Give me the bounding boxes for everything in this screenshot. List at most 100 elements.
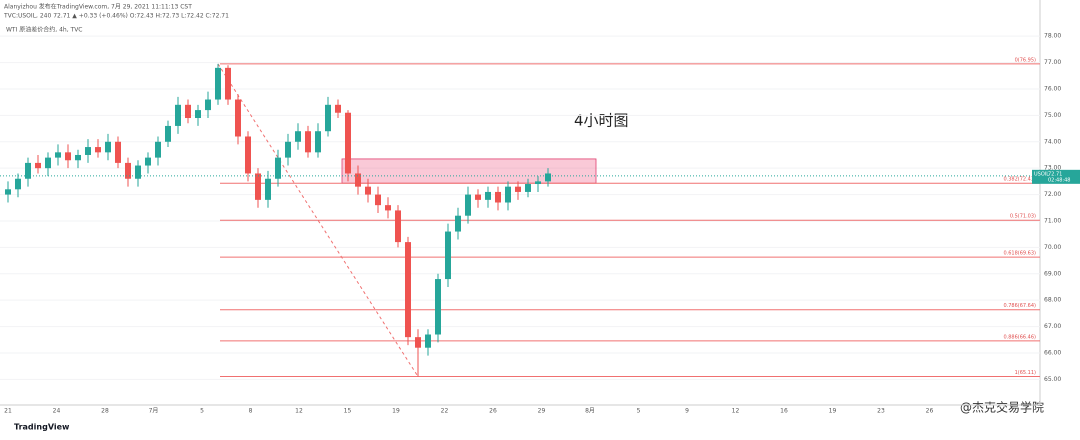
x-tick-label: 23 xyxy=(877,408,885,415)
candle-body xyxy=(215,67,221,100)
candle-body xyxy=(295,131,301,142)
x-tick-label: 29 xyxy=(538,408,546,415)
symbol-line: WTI 原油差价合约, 4h, TVC xyxy=(6,26,82,34)
fib-label: 0.618(69.63) xyxy=(1003,251,1036,257)
x-tick-label: 7月 xyxy=(149,408,159,415)
candle-body xyxy=(145,157,151,166)
watermark: @杰克交易学院 xyxy=(960,400,1044,415)
x-tick-label: 15 xyxy=(344,408,352,415)
candle-body xyxy=(115,141,121,163)
x-tick-label: 16 xyxy=(780,408,788,415)
candle-body xyxy=(475,194,481,200)
candle-body xyxy=(185,104,191,119)
candle-body xyxy=(375,194,381,206)
candle-body xyxy=(135,165,141,179)
candle-body xyxy=(465,194,471,216)
candle-body xyxy=(515,186,521,192)
price-tag-box xyxy=(1032,169,1080,184)
x-tick-label: 26 xyxy=(489,408,497,415)
candle-body xyxy=(5,189,11,195)
y-tick-label: 68.00 xyxy=(1044,297,1061,304)
y-tick-label: 65.00 xyxy=(1044,376,1061,383)
candle-body xyxy=(325,104,331,132)
candle-body xyxy=(75,154,81,161)
candle-body xyxy=(25,162,31,179)
candle-body xyxy=(125,162,131,179)
candle-body xyxy=(225,67,231,100)
y-tick-label: 76.00 xyxy=(1044,85,1061,92)
x-tick-label: 26 xyxy=(926,408,934,415)
fib-label: 0.382(72.43) xyxy=(1003,177,1036,183)
candle-body xyxy=(355,173,361,187)
header: Alanyizhou 发布在TradingView.com, 7月 29, 20… xyxy=(4,3,192,11)
candle-body xyxy=(15,178,21,190)
candle-body xyxy=(235,99,241,137)
candle-body xyxy=(525,184,531,192)
candle-body xyxy=(105,141,111,153)
quote-line: TVC:USOIL, 240 72.71 ▲ +0.33 (+0.46%) O:… xyxy=(3,13,229,20)
y-tick-label: 67.00 xyxy=(1044,323,1061,330)
candle-body xyxy=(425,334,431,348)
y-tick-label: 70.00 xyxy=(1044,244,1061,251)
x-tick-label: 9 xyxy=(685,408,689,415)
y-tick-label: 69.00 xyxy=(1044,270,1061,277)
candle-body xyxy=(485,191,491,200)
candle-body xyxy=(315,131,321,153)
candle-body xyxy=(265,178,271,200)
candle-body xyxy=(285,141,291,158)
y-tick-label: 71.00 xyxy=(1044,217,1061,224)
candle-body xyxy=(365,186,371,195)
candle-body xyxy=(335,104,341,113)
y-tick-label: 74.00 xyxy=(1044,138,1061,145)
candle-body xyxy=(35,162,41,169)
x-tick-label: 8 xyxy=(249,408,253,415)
candle-body xyxy=(55,152,61,158)
y-tick-label: 78.00 xyxy=(1044,33,1061,40)
zone xyxy=(341,158,597,184)
candle-body xyxy=(165,125,171,142)
x-tick-label: 19 xyxy=(829,408,837,415)
fib-label: 0.786(67.64) xyxy=(1003,303,1036,309)
candle-body xyxy=(415,337,421,348)
price-tag-symbol: USOIL xyxy=(1034,171,1049,177)
fib-label: 1(65.11) xyxy=(1015,370,1036,376)
x-tick-label: 22 xyxy=(441,408,449,415)
y-tick-label: 66.00 xyxy=(1044,349,1061,356)
candle-body xyxy=(195,110,201,119)
candle-body xyxy=(65,152,71,161)
candle-body xyxy=(175,104,181,126)
price-tag-value: 72.71 xyxy=(1048,171,1062,177)
candle-body xyxy=(85,147,91,155)
x-tick-label: 19 xyxy=(392,408,400,415)
candle-body xyxy=(505,186,511,203)
candle-body xyxy=(275,157,281,179)
fib-label: 0.886(66.46) xyxy=(1003,334,1036,340)
y-tick-label: 75.00 xyxy=(1044,112,1061,119)
y-tick-label: 73.00 xyxy=(1044,165,1061,172)
candle-body xyxy=(495,191,501,203)
fib-label: 0(76.95) xyxy=(1015,57,1036,63)
candle-body xyxy=(455,215,461,232)
fib-label: 0.5(71.03) xyxy=(1010,214,1036,220)
y-tick-label: 77.00 xyxy=(1044,59,1061,66)
candle-body xyxy=(435,279,441,335)
x-tick-label: 12 xyxy=(295,408,303,415)
candle-body xyxy=(535,181,541,185)
brand: TradingView xyxy=(14,423,70,432)
candle-body xyxy=(445,231,451,280)
candle-body xyxy=(545,173,551,182)
candle-body xyxy=(345,112,351,174)
candle-body xyxy=(155,141,161,158)
candle-body xyxy=(405,242,411,338)
candle-body xyxy=(205,99,211,111)
candle-body xyxy=(385,205,391,211)
x-tick-label: 5 xyxy=(637,408,641,415)
candle-body xyxy=(45,157,51,169)
annotation: 4小时图 xyxy=(574,112,629,130)
x-tick-label: 28 xyxy=(101,408,109,415)
x-tick-label: 5 xyxy=(200,408,204,415)
fib-trend xyxy=(217,63,419,377)
candle-body xyxy=(95,147,101,153)
